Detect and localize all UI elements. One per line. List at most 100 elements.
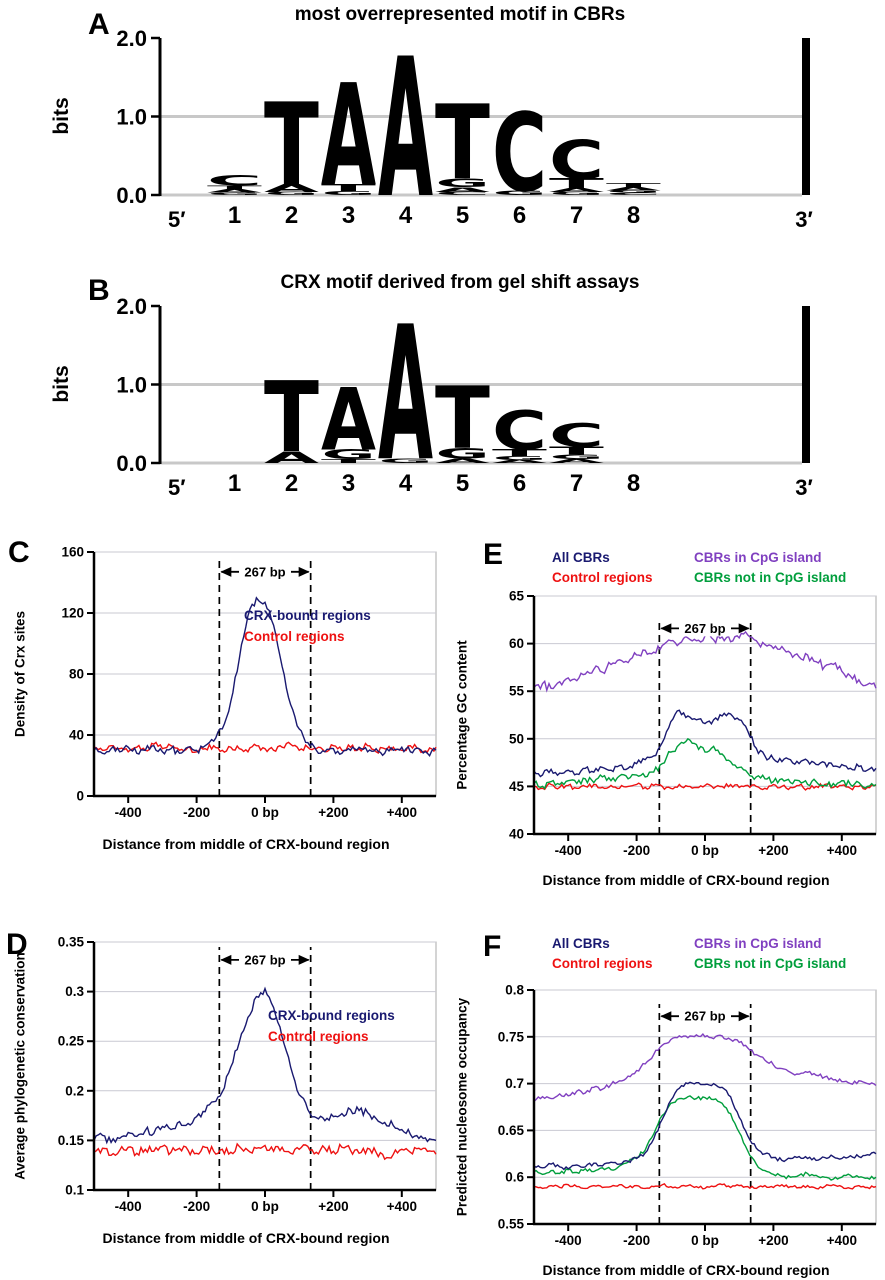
legend-item: CRX-bound regions — [268, 1008, 395, 1023]
panel-a: A most overrepresented motif in CBRs bit… — [50, 4, 850, 260]
svg-text:C: C — [435, 191, 490, 196]
svg-text:267 bp: 267 bp — [244, 564, 285, 579]
series-all-cbrs — [533, 1081, 877, 1171]
svg-text:A: A — [435, 457, 490, 465]
panel-c-legend: CRX-bound regions Control regions — [244, 606, 371, 648]
panel-d-letter: D — [6, 928, 28, 961]
svg-text:C: C — [549, 416, 604, 454]
svg-text:0 bp: 0 bp — [691, 843, 719, 858]
legend-item: CBRs in CpG island — [694, 550, 822, 565]
svg-text:120: 120 — [61, 606, 84, 621]
svg-text:0: 0 — [76, 789, 84, 804]
svg-text:G: G — [606, 190, 660, 194]
panel-f-legend: All CBRs CBRs in CpG island Control regi… — [552, 936, 846, 972]
svg-text:65: 65 — [509, 589, 525, 604]
svg-text:A: A — [435, 186, 490, 194]
legend-item: All CBRs — [552, 936, 610, 951]
svg-text:0 bp: 0 bp — [251, 805, 279, 820]
svg-text:0.35: 0.35 — [58, 935, 85, 950]
svg-text:-200: -200 — [623, 1233, 650, 1248]
series-cbrs-in-cpg-island — [533, 630, 877, 693]
svg-text:A: A — [606, 186, 661, 191]
series-cbrs-not-in-cpg-island — [533, 737, 877, 790]
svg-text:-200: -200 — [183, 805, 210, 820]
series-control-regions — [93, 741, 437, 754]
svg-text:G: G — [321, 447, 375, 462]
svg-text:45: 45 — [509, 779, 525, 794]
legend-item: All CBRs — [552, 550, 610, 565]
svg-text:T: T — [321, 458, 376, 464]
svg-text:2.0: 2.0 — [116, 30, 147, 51]
svg-text:0.15: 0.15 — [58, 1133, 85, 1148]
svg-text:+400: +400 — [387, 805, 417, 820]
svg-text:A: A — [264, 182, 320, 195]
nucleosome-occupancy-chart: 0.55 0.6 0.65 0.7 0.75 0.8 -400 -200 0 bp +200 +40… — [498, 983, 877, 1248]
svg-text:A: A — [321, 370, 376, 470]
svg-text:G: G — [378, 457, 432, 464]
svg-text:5: 5 — [456, 202, 469, 229]
svg-text:8: 8 — [627, 470, 640, 497]
svg-text:-200: -200 — [623, 843, 650, 858]
svg-text:1: 1 — [228, 202, 241, 229]
svg-text:+400: +400 — [827, 843, 857, 858]
svg-text:50: 50 — [509, 731, 524, 746]
gc-content-chart: 40 45 50 55 60 65 -400 -200 0 bp +200 +400 267 bp — [509, 589, 877, 858]
svg-text:G: G — [549, 453, 603, 460]
svg-text:-400: -400 — [555, 1233, 582, 1248]
svg-text:T: T — [435, 369, 490, 469]
panel-a-title: most overrepresented motif in CBRs — [294, 4, 626, 25]
svg-text:C: C — [606, 192, 661, 196]
series-control-regions — [93, 1142, 437, 1161]
svg-text:A: A — [264, 448, 319, 467]
svg-text:40: 40 — [69, 728, 84, 743]
svg-text:A: A — [378, 298, 433, 503]
panel-e-legend: All CBRs CBRs in CpG island Control regi… — [552, 550, 846, 586]
svg-text:-400: -400 — [555, 843, 582, 858]
panel-d-y-axis-label: Average phylogenetic conservation — [12, 952, 28, 1180]
panel-f-y-axis-label: Predicted nucleosome occupancy — [454, 997, 470, 1217]
svg-text:+200: +200 — [318, 1199, 348, 1214]
svg-text:A: A — [321, 55, 376, 218]
panel-a-y-axis-label: bits — [50, 97, 73, 135]
svg-text:4: 4 — [399, 202, 413, 229]
svg-text:5′: 5′ — [168, 475, 186, 500]
svg-text:0.0: 0.0 — [116, 451, 147, 476]
panel-d: D Average phylogenetic conservation 0.1 0… — [4, 922, 444, 1274]
svg-text:0.8: 0.8 — [505, 983, 524, 998]
svg-text:G: G — [435, 176, 489, 190]
svg-text:-400: -400 — [115, 805, 142, 820]
svg-text:C: C — [207, 173, 262, 189]
svg-text:T: T — [264, 80, 319, 211]
panel-e-y-axis-label: Percentage GC content — [454, 640, 470, 790]
svg-text:0 bp: 0 bp — [251, 1199, 279, 1214]
panel-d-x-axis-label: Distance from middle of CRX-bound region — [102, 1230, 390, 1246]
svg-text:+200: +200 — [758, 843, 788, 858]
series-cbrs-in-cpg-island — [533, 1033, 877, 1102]
svg-text:C: C — [492, 399, 547, 462]
series-control-regions — [533, 1182, 877, 1190]
conservation-chart: 0.1 0.15 0.2 0.25 0.3 0.35 -400 -200 0 bp +200 +40… — [58, 935, 437, 1214]
panel-f-x-axis-label: Distance from middle of CRX-bound region — [542, 1262, 830, 1278]
panel-c-x-axis-label: Distance from middle of CRX-bound region — [102, 836, 390, 852]
svg-text:0.6: 0.6 — [505, 1170, 524, 1185]
panel-b-y-axis-label: bits — [50, 365, 73, 403]
legend-item: CRX-bound regions — [244, 608, 371, 623]
legend-item: Control regions — [552, 570, 653, 586]
svg-text:3′: 3′ — [795, 475, 813, 500]
legend-item: Control regions — [244, 628, 345, 644]
svg-text:6: 6 — [513, 470, 526, 497]
svg-text:G: G — [321, 190, 375, 196]
legend-item: Control regions — [552, 956, 653, 972]
svg-text:1.0: 1.0 — [116, 105, 147, 130]
legend-item: CBRs not in CpG island — [694, 956, 847, 972]
svg-text:+400: +400 — [827, 1233, 857, 1248]
panel-e-x-axis-label: Distance from middle of CRX-bound region — [542, 872, 830, 888]
panel-c: C Density of Crx sites 0 40 80 120 160 -400 -2… — [4, 532, 444, 880]
svg-text:7: 7 — [570, 202, 583, 229]
svg-text:A: A — [492, 459, 547, 464]
crx-density-chart: 0 40 80 120 160 -400 -200 0 bp +200 +400 267 bp — [61, 545, 437, 820]
svg-text:T: T — [549, 176, 604, 191]
svg-text:G: G — [549, 191, 603, 196]
